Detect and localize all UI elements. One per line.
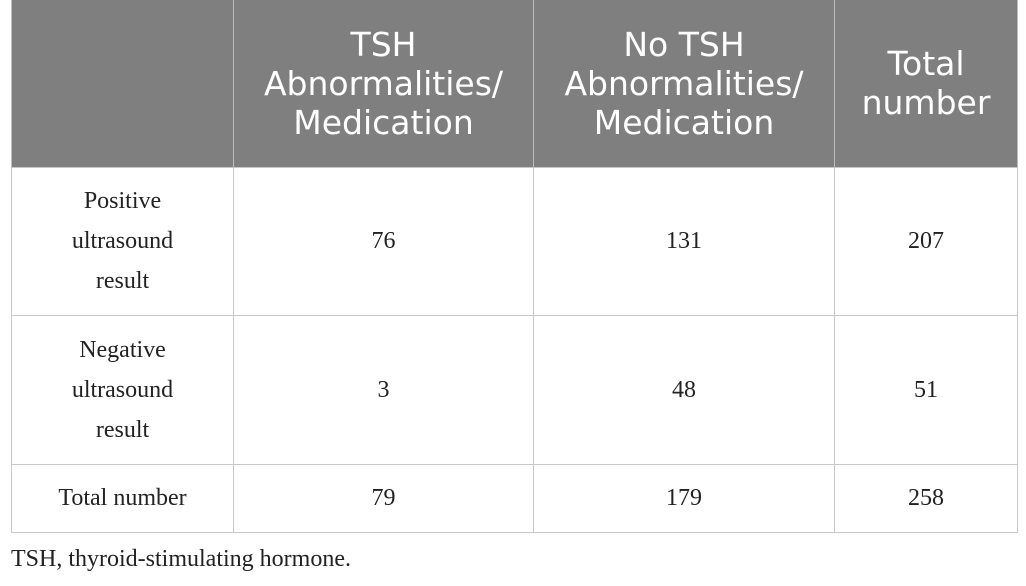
table-row-total-number: Total number 79 179 258 <box>11 463 1018 533</box>
header-line: Abnormalities/ <box>263 63 504 103</box>
row-label-line: Negative <box>79 336 166 363</box>
table-cell: 76 <box>233 166 534 316</box>
row-label-line: ultrasound <box>71 376 174 403</box>
row-label-line: result <box>95 268 150 294</box>
row-label-line: ultrasound <box>71 228 174 254</box>
table-cell: 48 <box>533 314 835 465</box>
header-line: TSH <box>350 24 417 64</box>
header-cell-total-number: Total number <box>834 0 1018 167</box>
row-label-line: Positive <box>83 188 162 214</box>
table-body: Positive ultrasound result 76 131 207 Ne… <box>11 166 1018 533</box>
table-header: TSH Abnormalities/ Medication No TSH Abn… <box>11 0 1018 167</box>
row-label-line: Total number <box>58 485 187 511</box>
header-cell-tsh-abnormalities: TSH Abnormalities/ Medication <box>233 0 534 167</box>
row-label-cell: Negative ultrasound result <box>11 314 234 465</box>
row-label-cell: Total number <box>11 463 234 533</box>
header-line: number <box>861 83 991 123</box>
table-cell: 51 <box>834 314 1018 465</box>
table-row-negative-ultrasound: Negative ultrasound result 3 48 51 <box>11 314 1018 465</box>
table-row-positive-ultrasound: Positive ultrasound result 76 131 207 <box>11 166 1018 316</box>
header-row: TSH Abnormalities/ Medication No TSH Abn… <box>11 0 1018 167</box>
header-line: Total <box>887 44 965 84</box>
table-cell: 3 <box>233 314 534 465</box>
table-cell: 179 <box>533 463 835 533</box>
header-line: Abnormalities/ <box>564 63 804 103</box>
header-line: No TSH <box>623 24 745 64</box>
header-line: Medication <box>593 102 775 142</box>
row-label-cell: Positive ultrasound result <box>11 166 234 316</box>
row-label-line: result <box>95 416 150 443</box>
table-footnote: TSH, thyroid-stimulating hormone. <box>11 546 351 572</box>
header-cell-no-tsh-abnormalities: No TSH Abnormalities/ Medication <box>533 0 835 167</box>
table-cell: 79 <box>233 463 534 533</box>
header-line: Medication <box>293 102 474 142</box>
data-table-container: TSH Abnormalities/ Medication No TSH Abn… <box>11 0 1018 533</box>
data-table: TSH Abnormalities/ Medication No TSH Abn… <box>11 0 1018 533</box>
table-cell: 207 <box>834 166 1018 316</box>
table-cell: 258 <box>834 463 1018 533</box>
header-cell-empty <box>11 0 234 167</box>
table-cell: 131 <box>533 166 835 316</box>
